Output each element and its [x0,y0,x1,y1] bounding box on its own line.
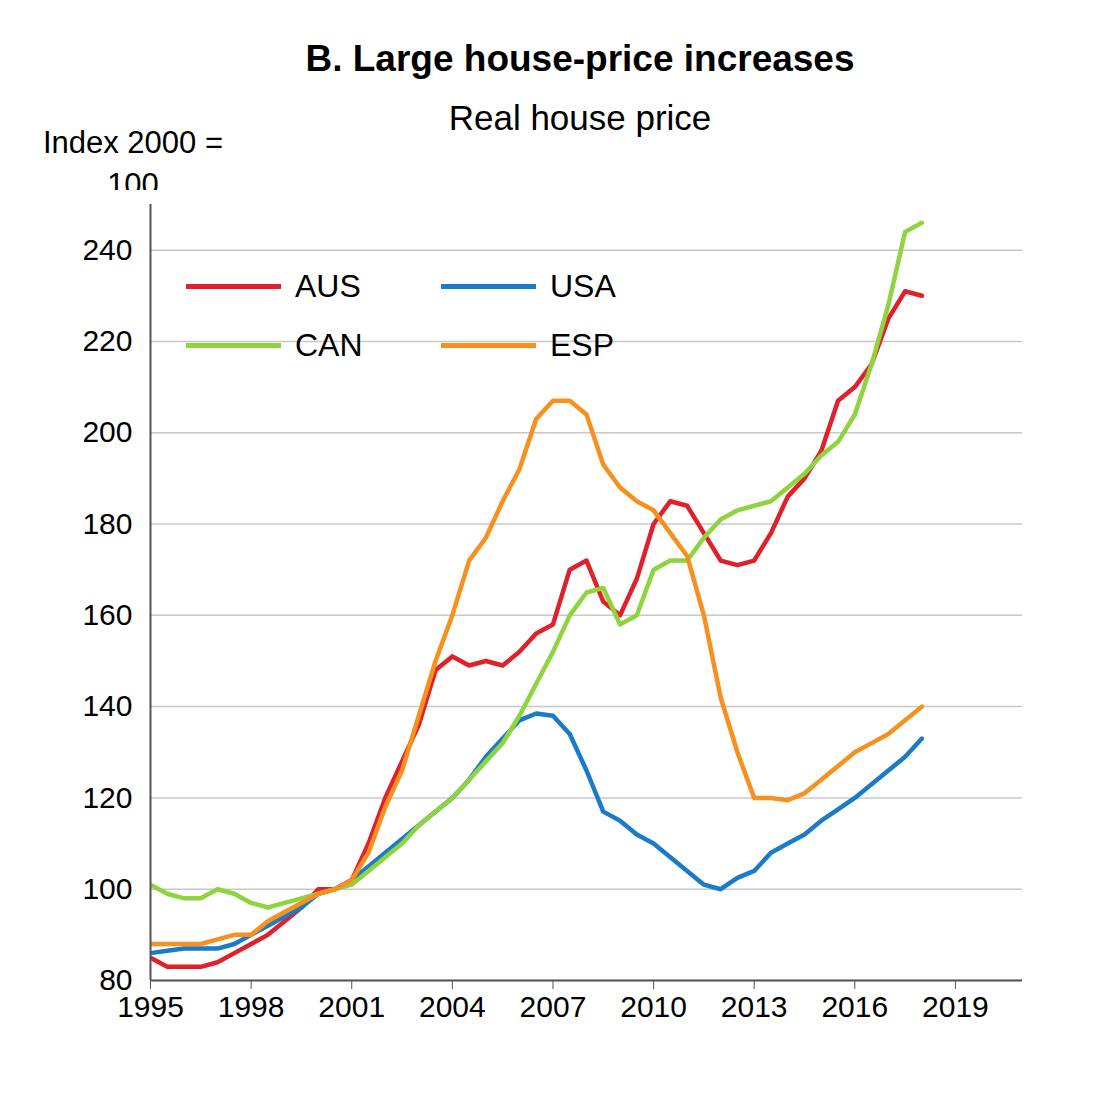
svg-text:120: 120 [82,781,132,814]
svg-text:2001: 2001 [318,990,385,1023]
svg-text:2004: 2004 [419,990,486,1023]
html-text:ESP: ESP [550,327,614,363]
svg-text:2019: 2019 [922,990,989,1023]
svg-text:2016: 2016 [821,990,888,1023]
svg-text:140: 140 [82,689,132,722]
svg-text:80: 80 [99,963,133,997]
html-text:USA: USA [550,268,616,304]
html-text:CAN: CAN [295,327,363,363]
svg-text:2013: 2013 [721,990,788,1023]
svg-text:1998: 1998 [218,990,285,1023]
html-text:B. Large house-price increases: B. Large house-price increases [305,38,855,79]
svg-text:2007: 2007 [520,990,587,1023]
svg-text:240: 240 [82,233,132,266]
svg-text:220: 220 [82,324,132,357]
svg-text:1995: 1995 [117,990,184,1023]
svg-text:160: 160 [82,598,132,631]
svg-text:2010: 2010 [620,990,687,1023]
html-text:Real house price: Real house price [448,98,712,137]
html-text:Index 2000 = 100: Index 2000 = 100 [42,125,224,202]
svg-text:180: 180 [82,507,132,540]
svg-text:100: 100 [82,872,132,905]
svg-text:200: 200 [82,415,132,448]
html-text:AUS: AUS [295,268,361,304]
